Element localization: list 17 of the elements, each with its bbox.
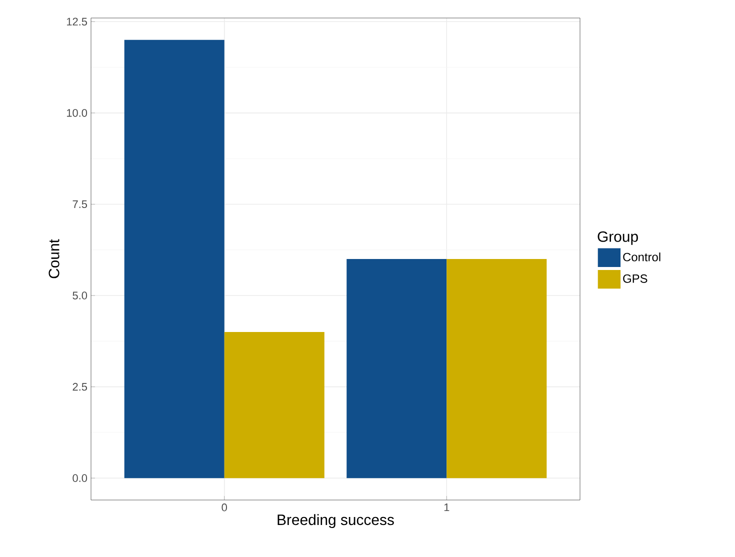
y-tick-label: 5.0 <box>72 292 88 300</box>
bar <box>446 258 547 478</box>
y-tick-label: 12.5 <box>66 18 88 26</box>
y-tick-label: 10.0 <box>66 109 88 117</box>
x-tick-label: 1 <box>444 504 450 512</box>
y-tick-label: 0.0 <box>72 474 88 482</box>
x-tick-label: 0 <box>222 504 227 512</box>
bar <box>224 332 324 478</box>
legend-label: GPS <box>623 274 648 283</box>
bar <box>346 258 447 478</box>
legend-title: Group <box>598 231 638 245</box>
bar <box>124 40 224 478</box>
legend-label: Control <box>623 252 660 262</box>
y-axis-title: Count <box>48 239 60 278</box>
y-tick-label: 2.5 <box>72 382 88 391</box>
x-axis-title: Breeding success <box>278 514 394 528</box>
y-tick-label: 7.5 <box>72 200 88 208</box>
